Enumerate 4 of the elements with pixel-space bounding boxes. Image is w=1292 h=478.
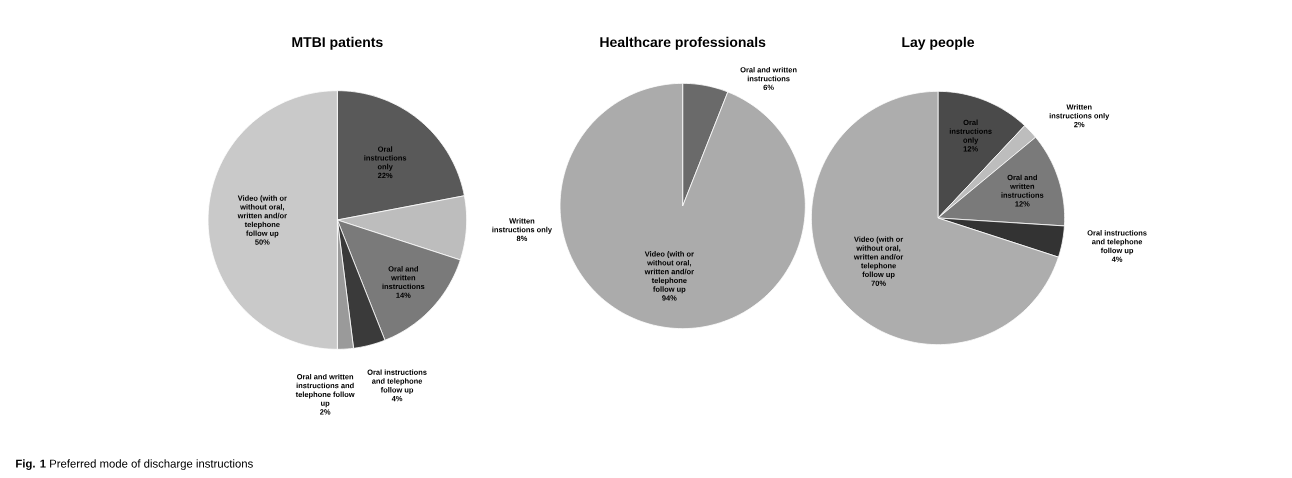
chart-title: MTBI patients: [292, 36, 383, 50]
text: Fig. 1 Preferred mode of discharge instructions: [16, 459, 253, 470]
chart-title: Healthcare professionals: [600, 36, 766, 50]
chart-title: Lay people: [902, 36, 975, 50]
